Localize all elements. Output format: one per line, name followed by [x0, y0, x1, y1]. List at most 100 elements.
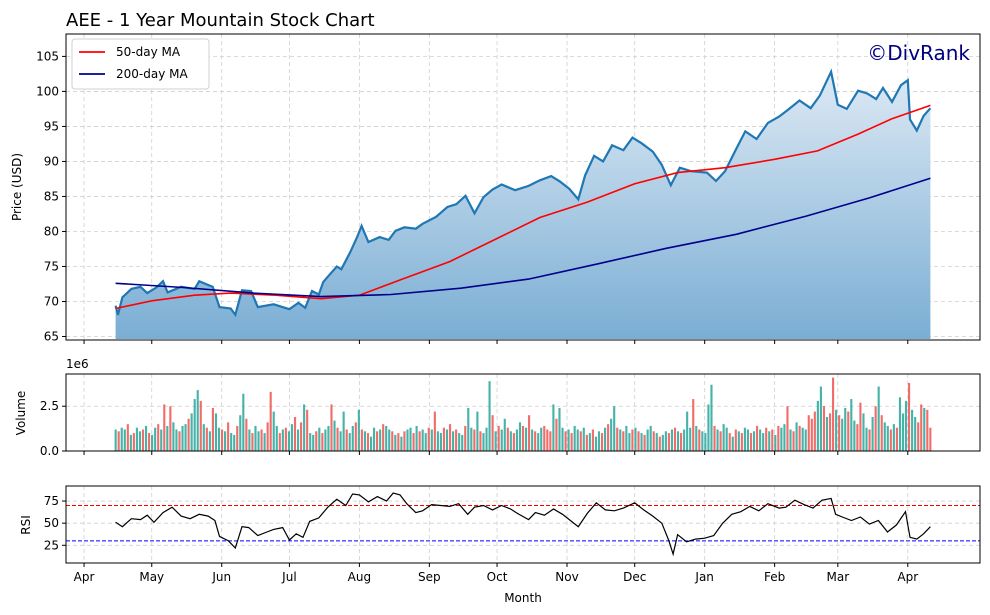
volume-bar — [722, 424, 725, 451]
volume-x-ticks — [83, 451, 909, 455]
x-tick-label: Apr — [74, 570, 95, 584]
volume-bar — [345, 429, 348, 451]
volume-bar — [503, 418, 506, 451]
volume-bar — [488, 381, 491, 451]
volume-bar — [208, 431, 211, 451]
x-tick-label: Nov — [555, 570, 578, 584]
volume-bar — [762, 433, 765, 451]
legend-ma200-label: 200-day MA — [116, 67, 188, 81]
x-tick-label: Oct — [487, 570, 508, 584]
volume-bar — [774, 434, 777, 451]
volume-bar — [683, 429, 686, 451]
x-tick-label: Jan — [694, 570, 714, 584]
volume-bar — [582, 427, 585, 451]
volume-bar — [844, 408, 847, 451]
volume-bar — [926, 409, 929, 451]
legend-box — [71, 38, 210, 90]
volume-bar — [616, 427, 619, 451]
volume-bar — [749, 433, 753, 451]
volume-bar — [439, 433, 442, 451]
volume-bar — [716, 429, 719, 451]
volume-bar — [704, 433, 707, 451]
volume-bar — [622, 431, 625, 451]
volume-bar — [366, 433, 370, 451]
volume-bar — [847, 411, 850, 451]
volume-bar — [251, 433, 254, 451]
volume-bar — [321, 433, 324, 451]
volume-bar — [628, 433, 631, 451]
volume-bar — [555, 418, 558, 451]
x-tick-label: Sep — [418, 570, 441, 584]
y-tick-label: 80 — [44, 224, 59, 238]
volume-bar — [452, 431, 455, 451]
volume-bar — [318, 427, 321, 451]
volume-bar — [734, 429, 737, 451]
volume-bar — [254, 425, 257, 451]
volume-bar — [281, 429, 284, 451]
volume-bar — [613, 406, 616, 451]
volume-bar — [862, 413, 865, 451]
volume-bar — [920, 404, 923, 451]
volume-bar — [290, 424, 294, 451]
volume-bar — [564, 431, 567, 451]
volume-bar — [117, 431, 120, 451]
volume-bar — [640, 433, 643, 451]
volume-bar — [637, 431, 640, 451]
volume-bar — [655, 433, 658, 451]
x-tick-label: Jun — [211, 570, 231, 584]
volume-bar — [464, 425, 467, 451]
volume-bar — [631, 429, 634, 451]
volume-bar — [360, 429, 363, 451]
volume-bar — [257, 431, 260, 451]
rsi-axes-frame — [65, 485, 981, 564]
volume-bar — [889, 429, 892, 451]
volume-bar — [546, 429, 549, 451]
volume-bar — [275, 425, 278, 451]
rsi-grid — [66, 486, 980, 563]
y-tick-label: 65 — [44, 329, 59, 343]
x-tick-label: May — [139, 570, 164, 584]
volume-bar — [269, 391, 272, 451]
volume-bar — [151, 434, 154, 451]
volume-bar — [494, 431, 497, 451]
price-axes-frame — [65, 33, 981, 341]
volume-bar — [579, 431, 582, 451]
volume-bar — [312, 434, 315, 451]
legend: 50-day MA 200-day MA — [71, 38, 210, 90]
volume-bar — [743, 427, 746, 451]
y-tick-label: 85 — [44, 189, 59, 203]
volume-bar — [406, 429, 409, 451]
volume-bar — [482, 433, 485, 451]
volume-bar — [442, 427, 446, 451]
volume-bar — [476, 411, 479, 451]
volume-bar — [725, 427, 728, 451]
volume-bar — [667, 433, 670, 451]
volume-bar — [363, 431, 366, 451]
volume-bar — [391, 431, 394, 451]
volume-bar — [211, 408, 214, 451]
legend-ma50-label: 50-day MA — [116, 45, 181, 59]
volume-axes-frame — [65, 373, 981, 452]
volume-bar — [531, 429, 534, 451]
volume-bar — [737, 431, 740, 451]
volume-bar — [771, 429, 774, 451]
volume-bar — [819, 386, 822, 451]
volume-bar — [224, 431, 227, 451]
volume-bar — [497, 425, 500, 451]
volume-bar — [427, 427, 430, 451]
volume-bar — [813, 411, 816, 451]
chart-title: AEE - 1 Year Mountain Stock Chart — [66, 10, 375, 31]
volume-bar — [376, 431, 379, 451]
volume-bar — [801, 427, 804, 451]
volume-bar — [509, 431, 512, 451]
volume-bar — [236, 425, 239, 451]
volume-bar — [594, 436, 598, 451]
volume-bar — [892, 424, 895, 451]
volume-scale-label: 1e6 — [66, 357, 89, 371]
volume-bar — [233, 434, 236, 451]
volume-bar — [908, 382, 911, 451]
volume-bar — [585, 434, 588, 451]
volume-bar — [178, 431, 181, 451]
